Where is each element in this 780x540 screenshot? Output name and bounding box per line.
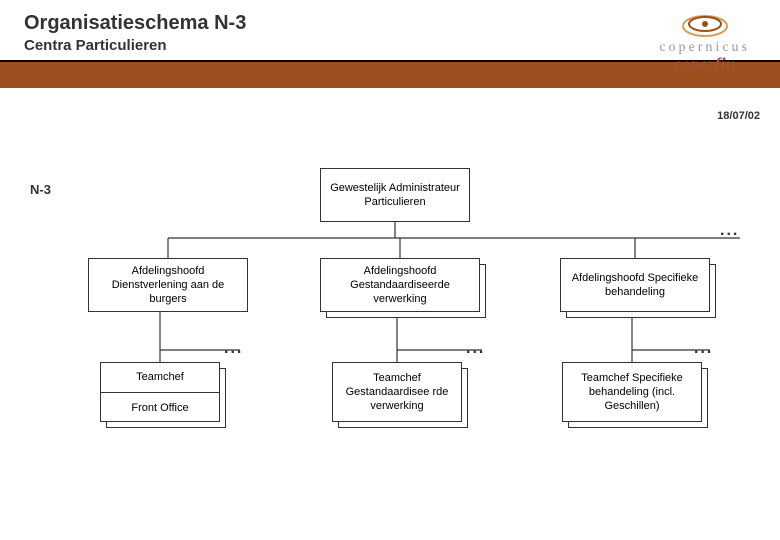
ellipsis: ... [466, 340, 485, 358]
logo-text-2: coperfin [659, 54, 750, 75]
org-box: Teamchef Gestandaardisee rde verwerking [332, 362, 462, 422]
org-chart: N-3 Gewestelijk Administrateur Particulie… [0, 150, 780, 530]
level-label: N-3 [30, 182, 51, 197]
org-box: Afdelingshoofd Dienstverlening aan de bu… [88, 258, 248, 312]
page-subtitle: Centra Particulieren [24, 37, 756, 54]
org-box: Afdelingshoofd Specifieke behandeling [560, 258, 710, 312]
logo: copernicus coperfin [659, 10, 750, 75]
ellipsis: ... [694, 340, 713, 358]
date-label: 18/07/02 [717, 110, 760, 122]
org-box: Afdelingshoofd Gestandaardiseerde verwer… [320, 258, 480, 312]
org-box-label: Teamchef [101, 363, 219, 393]
ellipsis: ... [720, 222, 739, 240]
header: Organisatieschema N-3 Centra Particulier… [0, 0, 780, 62]
org-box-label: Front Office [101, 393, 219, 423]
page-title: Organisatieschema N-3 [24, 12, 756, 35]
logo-swirl-icon [680, 10, 730, 38]
org-box: Gewestelijk Administrateur Particulieren [320, 168, 470, 222]
org-box: TeamchefFront Office [100, 362, 220, 422]
org-box: Teamchef Specifieke behandeling (incl. G… [562, 362, 702, 422]
ellipsis: ... [224, 340, 243, 358]
